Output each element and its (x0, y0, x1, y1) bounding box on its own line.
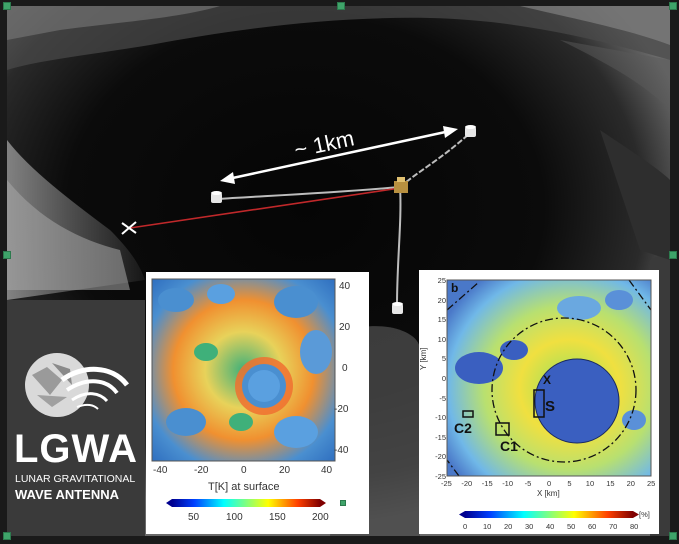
x-tick: -20 (194, 465, 209, 476)
x-tick: 15 (606, 479, 615, 488)
y-tick: -10 (435, 413, 446, 423)
x-tick: 40 (321, 465, 333, 476)
label-s: S (545, 398, 556, 415)
colorbar-tick: 70 (609, 522, 618, 531)
colorbar-tick: 0 (463, 522, 468, 531)
lander-icon (121, 221, 137, 235)
lgwa-logo: LGWA LUNAR GRAVITATIONAL WAVE ANTENNA (12, 345, 152, 505)
central-hub (394, 177, 408, 193)
x-axis-label: X [km] (537, 489, 560, 498)
colorbar-tick-list: 50 100 150 200 (146, 512, 369, 526)
label-c2: C2 (454, 420, 472, 436)
resize-handle-top-left[interactable] (3, 2, 11, 10)
colorbar-tick: 50 (567, 522, 576, 531)
y-tick: 5 (441, 354, 446, 364)
x-tick: -40 (153, 465, 168, 476)
label-c1: C1 (500, 438, 518, 454)
y-tick: 15 (437, 315, 446, 325)
colorbar-tick: 60 (588, 522, 597, 531)
resize-handle-bottom-left[interactable] (3, 532, 11, 540)
x-tick: 25 (647, 479, 656, 488)
x-tick: -10 (502, 479, 514, 488)
y-tick: -20 (435, 452, 446, 462)
red-cable (129, 187, 401, 229)
station-south (392, 302, 403, 314)
site-s-box (533, 389, 545, 418)
station-west (211, 191, 222, 203)
x-tick: -20 (461, 479, 473, 488)
illumination-map (446, 279, 652, 477)
x-tick: 10 (585, 479, 595, 488)
x-tick: -25 (441, 479, 452, 488)
x-tick: 0 (241, 465, 247, 476)
scale-arrow (220, 126, 458, 184)
colorbar-tick: 50 (188, 512, 200, 523)
colorbar-tick: 200 (312, 512, 329, 523)
x-tick: 20 (626, 479, 635, 488)
x-tick: 0 (547, 479, 552, 488)
resize-handle-top[interactable] (337, 2, 345, 10)
y-tick: -20 (334, 404, 349, 415)
temperature-colorbar (166, 499, 326, 507)
lgwa-emblem-icon (25, 353, 129, 417)
logo-line2: WAVE ANTENNA (15, 487, 119, 502)
anchor-handle[interactable] (340, 500, 346, 506)
y-tick: 20 (339, 322, 351, 333)
x-tick-list: -25 -20 -15 -10 -5 0 5 10 15 20 25 (441, 479, 659, 489)
y-tick: 0 (342, 363, 348, 374)
y-tick: -40 (334, 445, 349, 456)
site-c2-box (462, 410, 474, 418)
resize-handle-right[interactable] (669, 251, 677, 259)
y-tick: 20 (437, 295, 446, 305)
illumination-colorbar (459, 511, 639, 518)
colorbar-tick: 10 (483, 522, 492, 531)
x-tick-list: -40 -20 0 20 40 (146, 465, 346, 479)
x-tick: 5 (567, 479, 572, 488)
y-tick-list: 25 20 15 10 5 0 -5 -10 -15 -20 -25 (430, 276, 446, 481)
illumination-map-panel: b X S C1 C2 Y [km] 25 20 15 10 5 0 -5 -1… (419, 270, 659, 534)
y-tick: 10 (437, 334, 446, 344)
logo-line1: LUNAR GRAVITATIONAL (15, 473, 136, 485)
panel-letter: b (451, 281, 459, 295)
y-tick: 25 (437, 276, 446, 285)
colorbar-tick: 80 (630, 522, 639, 531)
colorbar-tick: 150 (269, 512, 286, 523)
marker-x: X (543, 373, 552, 387)
colorbar-tick-list: 0 10 20 30 40 50 60 70 80 (459, 522, 649, 532)
station-northeast (465, 125, 476, 137)
y-tick: 0 (441, 374, 446, 383)
logo-title: LGWA (14, 427, 138, 471)
y-tick: 40 (339, 281, 351, 292)
temperature-map (151, 278, 336, 462)
colorbar-tick: 40 (546, 522, 555, 531)
resize-handle-left[interactable] (3, 251, 11, 259)
site-c1-box (495, 422, 510, 436)
colorbar-unit: [%] (639, 510, 650, 519)
cable-northeast (399, 132, 471, 188)
temperature-map-panel: 40 20 0 -20 -40 -40 -20 0 20 40 T[K] at … (146, 272, 369, 534)
x-tick: -15 (481, 479, 493, 488)
resize-handle-bottom-right[interactable] (669, 532, 677, 540)
y-tick: -25 (435, 472, 446, 481)
y-axis-label: Y [km] (419, 347, 428, 370)
resize-handle-top-right[interactable] (669, 2, 677, 10)
colorbar-tick: 100 (226, 512, 243, 523)
colorbar-tick: 20 (504, 522, 513, 531)
cable-west (216, 186, 401, 200)
colorbar-tick: 30 (525, 522, 534, 531)
colorbar-label: T[K] at surface (208, 481, 280, 493)
y-tick: -15 (435, 432, 446, 442)
x-tick: -5 (524, 479, 532, 488)
cable-south (396, 186, 402, 306)
y-tick: -5 (439, 393, 446, 403)
x-tick: 20 (279, 465, 291, 476)
